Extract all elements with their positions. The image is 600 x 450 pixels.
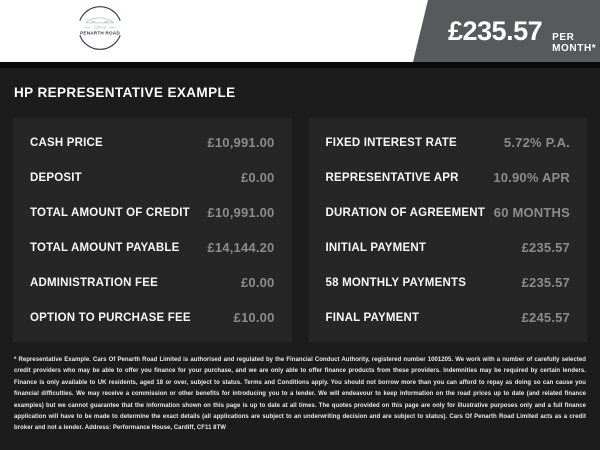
finance-row-label: FIXED INTEREST RATE bbox=[325, 136, 457, 149]
logo-top-arc bbox=[79, 6, 121, 21]
finance-row-label: FINAL PAYMENT bbox=[325, 311, 420, 324]
monthly-price: £235.57 bbox=[448, 16, 543, 46]
price-banner-content: £235.57 PER MONTH* bbox=[448, 14, 600, 54]
finance-row-label: REPRESENTATIVE APR bbox=[325, 171, 459, 184]
finance-row: OPTION TO PURCHASE FEE £10.00 bbox=[30, 300, 275, 335]
finance-row: ADMINISTRATION FEE £0.00 bbox=[30, 265, 275, 300]
finance-row: 58 MONTHLY PAYMENTS £235.57 bbox=[326, 265, 571, 300]
finance-row-value: 60 MONTHS bbox=[493, 205, 570, 220]
finance-row-label: DURATION OF AGREEMENT bbox=[325, 206, 485, 219]
finance-row-value: £10,991.00 bbox=[207, 135, 275, 150]
finance-row-label: TOTAL AMOUNT OF CREDIT bbox=[30, 206, 190, 219]
header-divider bbox=[0, 62, 600, 68]
finance-row-value: £0.00 bbox=[240, 275, 275, 290]
finance-row: INITIAL PAYMENT £235.57 bbox=[326, 230, 571, 265]
header: Cars of PENARTH ROAD £235.57 PER MONTH* bbox=[0, 0, 600, 62]
car-icon bbox=[85, 17, 115, 24]
finance-row-label: 58 MONTHLY PAYMENTS bbox=[325, 276, 467, 289]
finance-row-value: £14,144.20 bbox=[207, 240, 275, 255]
finance-row-value: £0.00 bbox=[240, 170, 275, 185]
finance-row: REPRESENTATIVE APR 10.90% APR bbox=[326, 160, 571, 195]
page-title: HP REPRESENTATIVE EXAMPLE bbox=[14, 85, 236, 100]
finance-row: FIXED INTEREST RATE 5.72% P.A. bbox=[326, 125, 571, 160]
finance-row-label: ADMINISTRATION FEE bbox=[30, 276, 158, 289]
finance-panel-left: CASH PRICE £10,991.00 DEPOSIT £0.00 TOTAL AM… bbox=[13, 118, 292, 342]
logo-title: PENARTH ROAD bbox=[80, 31, 120, 36]
finance-row-value: £245.57 bbox=[521, 310, 570, 325]
dealer-logo-graphic: Cars of PENARTH ROAD bbox=[79, 6, 121, 50]
finance-row: CASH PRICE £10,991.00 bbox=[30, 125, 275, 160]
finance-row: TOTAL AMOUNT PAYABLE £14,144.20 bbox=[30, 230, 275, 265]
logo-bottom-arc bbox=[79, 35, 121, 50]
finance-row-value: 10.90% APR bbox=[493, 170, 570, 185]
finance-row-label: CASH PRICE bbox=[30, 136, 103, 149]
finance-example-panels: CASH PRICE £10,991.00 DEPOSIT £0.00 TOTAL AM… bbox=[13, 118, 587, 342]
finance-row-label: OPTION TO PURCHASE FEE bbox=[30, 311, 191, 324]
finance-row-value: £235.57 bbox=[521, 275, 570, 290]
finance-row: DEPOSIT £0.00 bbox=[30, 160, 275, 195]
finance-row-label: TOTAL AMOUNT PAYABLE bbox=[30, 241, 180, 254]
finance-row-label: DEPOSIT bbox=[30, 171, 82, 184]
monthly-price-period: PER MONTH* bbox=[552, 32, 597, 54]
finance-row: DURATION OF AGREEMENT 60 MONTHS bbox=[326, 195, 571, 230]
logo-subtitle: Cars of bbox=[94, 26, 106, 30]
finance-row-value: £10.00 bbox=[233, 310, 275, 325]
finance-row-value: £235.57 bbox=[521, 240, 570, 255]
finance-row-value: £10,991.00 bbox=[207, 205, 275, 220]
disclaimer-text: * Representative Example. Cars Of Penart… bbox=[14, 357, 586, 432]
dealer-logo: Cars of PENARTH ROAD bbox=[72, 3, 128, 53]
price-banner: £235.57 PER MONTH* bbox=[413, 0, 600, 62]
finance-row-value: 5.72% P.A. bbox=[503, 135, 570, 150]
main-content: HP REPRESENTATIVE EXAMPLE CASH PRICE £10,… bbox=[0, 85, 600, 435]
finance-row: FINAL PAYMENT £245.57 bbox=[326, 300, 571, 335]
finance-panel-right: FIXED INTEREST RATE 5.72% P.A. REPRESENTAT… bbox=[308, 118, 587, 342]
finance-row: TOTAL AMOUNT OF CREDIT £10,991.00 bbox=[30, 195, 275, 230]
finance-row-label: INITIAL PAYMENT bbox=[325, 241, 427, 254]
